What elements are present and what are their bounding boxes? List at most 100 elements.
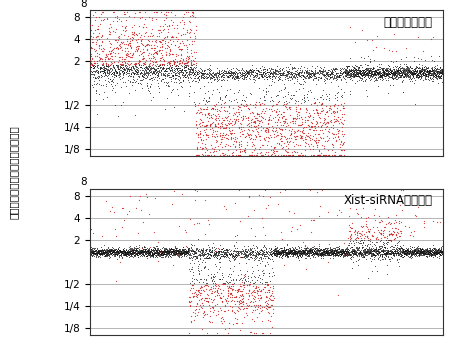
Point bbox=[344, 249, 351, 255]
Point bbox=[199, 287, 206, 293]
Point bbox=[262, 305, 270, 310]
Point bbox=[374, 70, 382, 76]
Point bbox=[241, 98, 248, 104]
Point bbox=[119, 40, 126, 45]
Point bbox=[268, 250, 275, 256]
Point bbox=[353, 69, 360, 75]
Point bbox=[198, 151, 206, 157]
Point bbox=[153, 247, 160, 253]
Point bbox=[225, 280, 232, 285]
Point bbox=[318, 105, 325, 111]
Point bbox=[113, 73, 120, 79]
Point bbox=[357, 72, 364, 78]
Point bbox=[427, 249, 434, 254]
Point bbox=[295, 254, 302, 260]
Point bbox=[123, 62, 130, 68]
Point bbox=[216, 276, 224, 282]
Point bbox=[307, 250, 315, 256]
Point bbox=[257, 117, 265, 123]
Point bbox=[410, 250, 417, 256]
Point bbox=[180, 245, 187, 250]
Point bbox=[339, 249, 346, 255]
Point bbox=[370, 68, 377, 73]
Point bbox=[164, 39, 171, 44]
Point bbox=[338, 248, 346, 254]
Point bbox=[319, 247, 326, 252]
Point bbox=[409, 250, 416, 256]
Point bbox=[388, 73, 396, 79]
Point bbox=[394, 253, 401, 258]
Point bbox=[263, 74, 270, 79]
Point bbox=[86, 248, 94, 253]
Point bbox=[171, 250, 178, 256]
Point bbox=[320, 78, 328, 83]
Point bbox=[269, 283, 276, 288]
Point bbox=[320, 67, 327, 72]
Point bbox=[172, 62, 180, 68]
Point bbox=[410, 252, 417, 257]
Point bbox=[226, 71, 233, 76]
Point bbox=[310, 250, 317, 256]
Point bbox=[152, 49, 159, 55]
Point bbox=[210, 297, 217, 303]
Point bbox=[177, 252, 184, 258]
Point bbox=[368, 233, 375, 238]
Point bbox=[102, 82, 109, 87]
Point bbox=[406, 250, 413, 255]
Point bbox=[129, 51, 136, 57]
Point bbox=[298, 252, 306, 257]
Point bbox=[245, 117, 252, 122]
Point bbox=[98, 252, 105, 257]
Point bbox=[140, 49, 147, 55]
Point bbox=[415, 251, 423, 257]
Point bbox=[414, 71, 421, 77]
Point bbox=[212, 123, 219, 129]
Point bbox=[177, 32, 184, 37]
Point bbox=[156, 38, 163, 44]
Point bbox=[276, 252, 284, 257]
Point bbox=[265, 297, 272, 303]
Point bbox=[362, 72, 369, 77]
Point bbox=[112, 247, 119, 252]
Point bbox=[321, 71, 328, 77]
Point bbox=[363, 253, 370, 258]
Point bbox=[369, 251, 376, 257]
Point bbox=[269, 247, 276, 253]
Point bbox=[416, 249, 423, 254]
Point bbox=[366, 58, 373, 64]
Point bbox=[392, 71, 399, 77]
Point bbox=[419, 69, 426, 74]
Point bbox=[412, 251, 419, 257]
Point bbox=[346, 205, 353, 211]
Point bbox=[288, 251, 295, 256]
Point bbox=[310, 71, 318, 77]
Point bbox=[158, 50, 165, 56]
Point bbox=[289, 74, 296, 79]
Point bbox=[386, 66, 393, 71]
Point bbox=[227, 71, 234, 77]
Point bbox=[388, 68, 395, 74]
Point bbox=[408, 65, 415, 71]
Point bbox=[313, 120, 320, 125]
Point bbox=[119, 61, 126, 67]
Point bbox=[154, 73, 161, 78]
Point bbox=[270, 250, 278, 255]
Point bbox=[304, 75, 311, 81]
Point bbox=[163, 68, 170, 74]
Point bbox=[250, 76, 257, 81]
Point bbox=[431, 63, 438, 68]
Point bbox=[170, 249, 177, 255]
Point bbox=[310, 100, 318, 106]
Point bbox=[405, 64, 412, 70]
Point bbox=[101, 249, 108, 255]
Point bbox=[351, 248, 359, 253]
Point bbox=[248, 249, 255, 255]
Point bbox=[298, 252, 305, 257]
Point bbox=[129, 75, 136, 80]
Point bbox=[376, 72, 383, 78]
Point bbox=[232, 253, 239, 258]
Point bbox=[233, 254, 240, 259]
Point bbox=[149, 55, 156, 61]
Point bbox=[271, 76, 279, 81]
Point bbox=[147, 250, 154, 255]
